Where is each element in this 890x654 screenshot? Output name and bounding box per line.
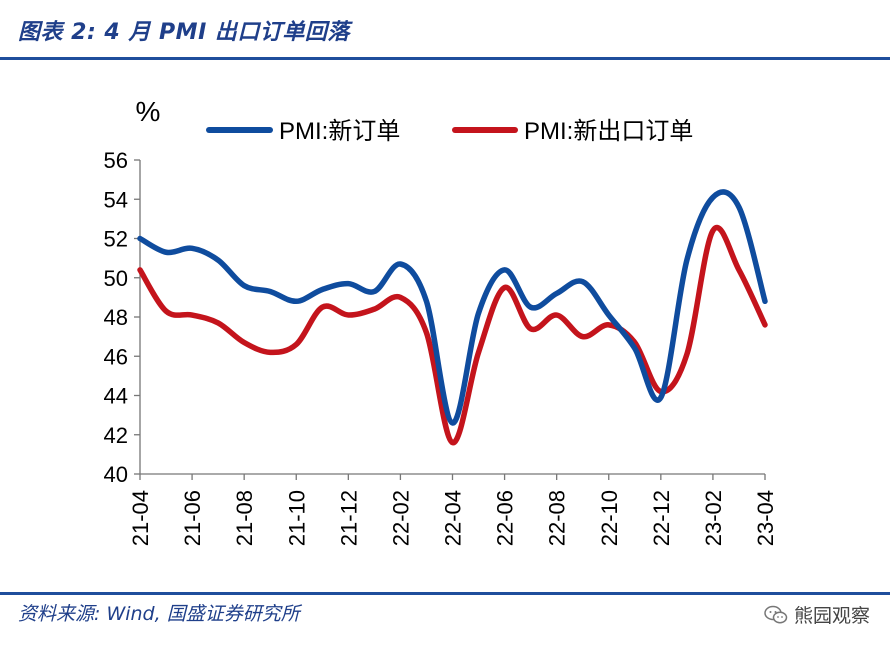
x-tick-label: 22-06	[493, 490, 518, 546]
x-tick-label: 22-02	[388, 490, 413, 546]
x-tick-label: 21-10	[284, 490, 309, 546]
wechat-logo-icon	[764, 605, 788, 623]
top-divider	[0, 57, 890, 60]
x-tick-label: 22-08	[545, 490, 570, 546]
x-tick-label: 21-08	[232, 490, 257, 546]
watermark: 熊园观察	[764, 601, 870, 628]
x-tick-label: 21-04	[128, 490, 153, 546]
y-tick-label: 40	[104, 462, 128, 487]
series-lines	[137, 189, 768, 446]
x-tick-label: 22-10	[597, 490, 622, 546]
legend: PMI:新订单 PMI:新出口订单	[206, 118, 693, 145]
chart-axes	[139, 160, 765, 475]
x-tick-label: 23-04	[753, 490, 778, 546]
x-tick-label: 21-12	[336, 490, 361, 546]
y-tick-label: 56	[104, 148, 128, 173]
x-tick-label: 23-02	[701, 490, 726, 546]
y-tick-label: 42	[104, 423, 128, 448]
source-note: 资料来源: Wind, 国盛证券研究所	[18, 603, 300, 625]
x-tick-label: 21-06	[180, 490, 205, 546]
series-line-1	[137, 189, 768, 426]
y-tick-label: 52	[104, 227, 128, 252]
y-axis-label: %	[136, 96, 161, 127]
bottom-divider	[0, 592, 890, 595]
y-tick-label: 54	[104, 187, 128, 212]
y-tick-label: 46	[104, 344, 128, 369]
x-tick-label: 22-04	[441, 490, 466, 546]
x-axis-ticks: 21-04 21-06 21-08 21-10 21-12 22-02 22-04 22-06…	[128, 474, 778, 546]
y-tick-label: 50	[104, 266, 128, 291]
series-line-2	[137, 225, 768, 446]
chart-title: 图表 2: 4 月 PMI 出口订单回落	[18, 20, 350, 45]
legend-label-series-1: PMI:新订单	[279, 118, 400, 145]
legend-label-series-2: PMI:新出口订单	[524, 118, 693, 145]
y-tick-label: 44	[104, 384, 128, 409]
x-tick-label: 22-12	[649, 490, 674, 546]
y-axis-ticks: 40 42 44 46 48 50 52 54 56	[104, 148, 140, 487]
y-tick-label: 48	[104, 305, 128, 330]
watermark-text: 熊园观察	[793, 605, 870, 627]
